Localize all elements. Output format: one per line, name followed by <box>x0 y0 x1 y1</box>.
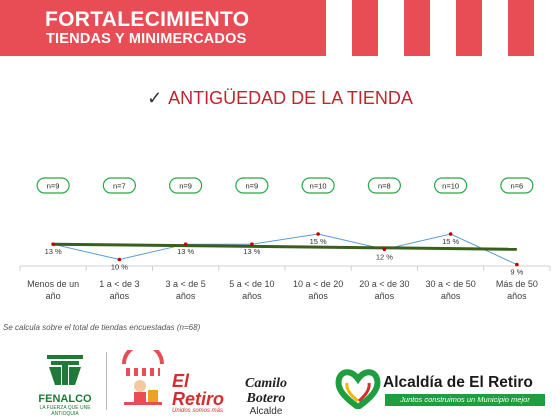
sample-size-badges: n=9 n=7 n=9 n=9 n=10 n=8 n=10 n=6 <box>36 177 534 194</box>
data-label: 12 % <box>376 252 393 261</box>
sample-size-badge: n=7 <box>102 177 136 194</box>
sample-size-label: n=9 <box>179 182 192 191</box>
sample-size-label: n=6 <box>511 182 524 191</box>
x-axis-label: Más de 50 <box>496 279 538 289</box>
sample-size-badge: n=6 <box>500 177 534 194</box>
fenalco-logo: FENALCO LA FUERZA QUE UNE ANTIOQUIA <box>30 353 100 417</box>
header-subtitle: TIENDAS Y MINIMERCADOS <box>46 31 247 47</box>
sample-size-label: n=7 <box>113 182 126 191</box>
data-label: 9 % <box>510 268 523 277</box>
data-point <box>382 247 387 252</box>
footnote: Se calcula sobre el total de tiendas enc… <box>3 323 201 332</box>
sample-size-label: n=9 <box>246 182 259 191</box>
x-axis-label: año <box>46 291 61 301</box>
age-line-chart: n=9 n=7 n=9 n=9 n=10 n=8 n=10 n=6 13 %10 %13 % 1… <box>19 177 551 301</box>
x-axis-label: 5 a < de 10 <box>229 279 274 289</box>
data-point <box>250 242 254 246</box>
fenalco-tagline: LA FUERZA QUE UNE <box>39 405 91 411</box>
el-retiro-tagline: Unidos somos más <box>172 408 224 414</box>
alcaldia-heart-icon <box>335 369 381 409</box>
data-point <box>51 242 55 246</box>
x-axis-label: años <box>375 291 395 301</box>
check-icon: ✓ <box>147 88 163 108</box>
series-line <box>53 233 518 266</box>
x-axis-label: 1 a < de 3 <box>99 279 139 289</box>
x-axis-label: años <box>308 291 328 301</box>
data-label: 13 % <box>45 247 62 256</box>
awning-stripes <box>300 0 560 56</box>
alcaldia-name: Alcaldía de El Retiro <box>383 374 533 391</box>
sample-size-label: n=10 <box>442 182 459 191</box>
x-axis-label: años <box>441 291 461 301</box>
el-retiro-logo: El Retiro Unidos somos más <box>172 371 228 414</box>
sample-size-badge: n=10 <box>301 177 335 194</box>
logo-divider <box>106 352 107 410</box>
data-labels: 13 % 10 % 13 % 13 % 15 % 12 % 15 % 9 % <box>45 237 524 277</box>
fenalco-name: FENALCO <box>38 393 92 405</box>
sample-size-label: n=8 <box>378 182 391 191</box>
section-title: ✓ ANTIGÜEDAD DE LA TIENDA <box>0 88 560 109</box>
x-axis-label: años <box>176 291 196 301</box>
trendline <box>53 242 517 251</box>
data-label: 13 % <box>177 247 194 256</box>
section-title-text: ANTIGÜEDAD DE LA TIENDA <box>168 88 413 108</box>
sample-size-label: n=9 <box>47 182 60 191</box>
data-label: 10 % <box>111 263 128 272</box>
camilo-botero-logo: Camilo Botero Alcalde <box>234 376 298 417</box>
sample-size-badge: n=9 <box>235 177 269 194</box>
sample-size-badge: n=8 <box>367 177 401 194</box>
data-label: 15 % <box>442 237 459 246</box>
alcaldia-slogan: Juntos construimos un Municipio mejor <box>385 394 545 406</box>
data-label: 13 % <box>243 247 260 256</box>
x-axis-label: Menos de un <box>27 279 79 289</box>
fortalecimiento-store-icon <box>122 350 164 405</box>
sample-size-badge: n=10 <box>434 177 468 194</box>
data-point <box>515 262 519 267</box>
x-axis-labels: Menos de un año 1 a < de 3 años 3 a < de 5 añ… <box>27 279 538 301</box>
sample-size-label: n=10 <box>310 182 327 191</box>
x-axis-ticks <box>19 266 551 271</box>
sample-size-badge: n=9 <box>169 177 203 194</box>
fenalco-region: ANTIOQUIA <box>51 411 79 417</box>
data-point <box>117 257 122 262</box>
data-point <box>183 242 188 246</box>
data-point <box>316 232 320 236</box>
botero-role: Alcalde <box>249 406 283 417</box>
header-red-band <box>0 0 300 56</box>
x-axis-label: 3 a < de 5 <box>165 279 205 289</box>
header-banner: FORTALECIMIENTO TIENDAS Y MINIMERCADOS <box>0 0 560 56</box>
fenalco-emblem-icon <box>47 355 83 385</box>
botero-name: Camilo Botero <box>244 376 287 406</box>
x-axis-label: 20 a < de 30 <box>359 279 409 289</box>
x-axis-label: 10 a < de 20 <box>293 279 343 289</box>
x-axis-label: 30 a < de 50 <box>425 279 475 289</box>
alcaldia-logo: Alcaldía de El Retiro Juntos construimos… <box>335 367 555 413</box>
x-axis-label: años <box>110 291 130 301</box>
el-retiro-wordmark: El Retiro <box>172 371 225 409</box>
data-points <box>51 232 519 267</box>
data-point <box>448 232 453 236</box>
header-title: FORTALECIMIENTO <box>45 8 250 31</box>
x-axis-label: años <box>242 291 262 301</box>
sample-size-badge: n=9 <box>36 177 70 194</box>
data-label: 15 % <box>310 237 327 246</box>
x-axis-label: años <box>507 291 527 301</box>
